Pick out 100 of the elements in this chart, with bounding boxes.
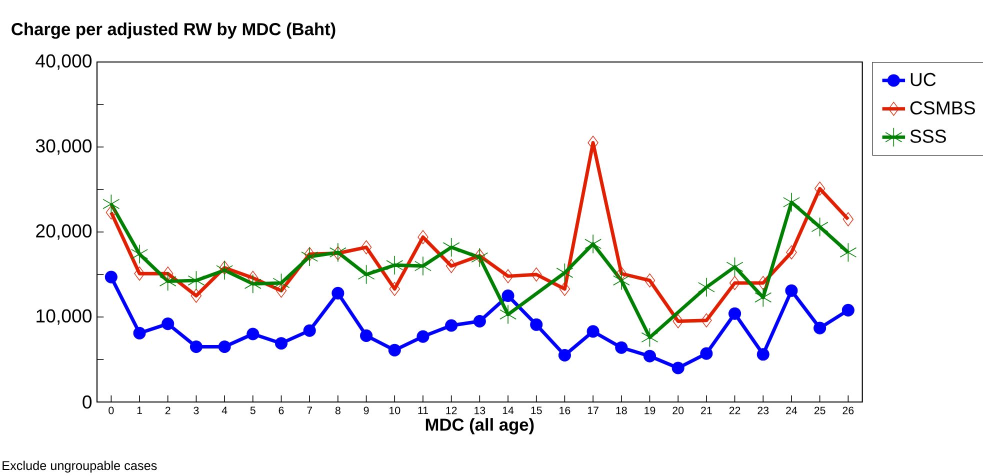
x-tick-label: 17 xyxy=(588,406,598,414)
x-tick-label: 22 xyxy=(729,406,740,414)
point xyxy=(188,270,205,290)
point xyxy=(248,270,258,285)
legend-label: SSS xyxy=(910,130,946,143)
point xyxy=(502,289,514,302)
y-tick-label: 20,000 xyxy=(36,224,92,240)
point xyxy=(842,304,854,316)
point xyxy=(473,314,486,328)
point xyxy=(758,276,768,290)
point xyxy=(672,314,684,328)
point xyxy=(301,246,318,266)
y-tick-label: 40,000 xyxy=(36,54,92,70)
x-tick-label: 18 xyxy=(616,406,627,414)
point xyxy=(643,350,656,362)
point xyxy=(840,242,857,262)
point xyxy=(531,268,542,282)
point xyxy=(246,328,260,340)
point xyxy=(698,278,715,297)
point xyxy=(616,266,627,281)
chart-title: Charge per adjusted RW by MDC (Baht) xyxy=(12,22,336,39)
x-tick-label: 3 xyxy=(194,406,199,414)
point xyxy=(416,330,430,343)
point xyxy=(811,217,828,237)
x-tick-label: 19 xyxy=(644,406,656,414)
point xyxy=(219,260,230,275)
point xyxy=(102,194,120,214)
point xyxy=(446,259,457,273)
point xyxy=(358,264,375,284)
point xyxy=(842,212,854,226)
x-tick-label: 7 xyxy=(307,406,312,414)
x-tick-label: 23 xyxy=(758,406,769,414)
x-tick-label: 24 xyxy=(786,406,798,414)
x-tick-label: 26 xyxy=(842,406,854,414)
point xyxy=(133,326,146,340)
point xyxy=(756,348,770,361)
text: Exclude ungroupable cases xyxy=(2,460,157,473)
point xyxy=(190,288,202,303)
point xyxy=(726,257,744,277)
x-tick-label: 11 xyxy=(418,406,428,414)
point xyxy=(106,205,117,220)
x-tick-label: 12 xyxy=(446,406,457,414)
point xyxy=(672,362,684,374)
point xyxy=(786,245,797,260)
point xyxy=(274,337,288,350)
point xyxy=(785,284,798,297)
point xyxy=(218,340,231,354)
x-tick-label: 21 xyxy=(701,406,712,414)
point xyxy=(389,282,400,296)
point xyxy=(586,325,600,338)
point xyxy=(814,322,826,334)
point xyxy=(388,344,401,356)
x-tick-label: 20 xyxy=(672,406,684,414)
x-tick-label: 4 xyxy=(222,406,228,414)
point xyxy=(190,340,202,354)
point xyxy=(556,263,574,283)
x-tick-label: 5 xyxy=(250,406,256,414)
point xyxy=(332,286,344,300)
point xyxy=(442,238,460,258)
point xyxy=(131,244,148,264)
point xyxy=(644,273,656,288)
x-tick-label: 15 xyxy=(531,406,542,414)
point xyxy=(559,282,570,296)
x-tick-label: 10 xyxy=(390,406,400,414)
point xyxy=(500,304,516,324)
point xyxy=(782,192,800,212)
point xyxy=(754,288,772,308)
x-axis-title: MDC (all age) xyxy=(426,418,534,434)
x-tick-label: 2 xyxy=(165,406,170,414)
point xyxy=(134,266,145,281)
point xyxy=(474,248,485,263)
x-tick-label: 6 xyxy=(278,406,284,414)
point xyxy=(530,318,543,331)
x-tick-label: 16 xyxy=(560,406,570,414)
point xyxy=(162,266,174,281)
x-tick-label: 14 xyxy=(502,406,514,414)
point xyxy=(558,348,571,362)
point xyxy=(272,273,290,293)
x-tick-label: 9 xyxy=(364,406,369,414)
point xyxy=(159,272,176,292)
point xyxy=(728,307,742,320)
point xyxy=(729,276,740,290)
x-tick-label: 0 xyxy=(108,406,114,414)
point xyxy=(700,347,713,360)
point xyxy=(360,240,372,254)
y-tick-label: 30,000 xyxy=(36,139,92,155)
point xyxy=(276,284,287,298)
point xyxy=(303,324,316,337)
legend-label: UC xyxy=(910,72,936,86)
point xyxy=(641,328,658,348)
x-tick-label: 1 xyxy=(137,406,142,414)
point xyxy=(502,269,514,284)
point xyxy=(304,247,315,262)
point xyxy=(814,182,826,196)
point xyxy=(360,329,373,342)
x-tick-label: 25 xyxy=(814,406,826,414)
point xyxy=(329,242,346,262)
point xyxy=(701,313,712,328)
point xyxy=(386,255,404,275)
point xyxy=(216,260,234,280)
